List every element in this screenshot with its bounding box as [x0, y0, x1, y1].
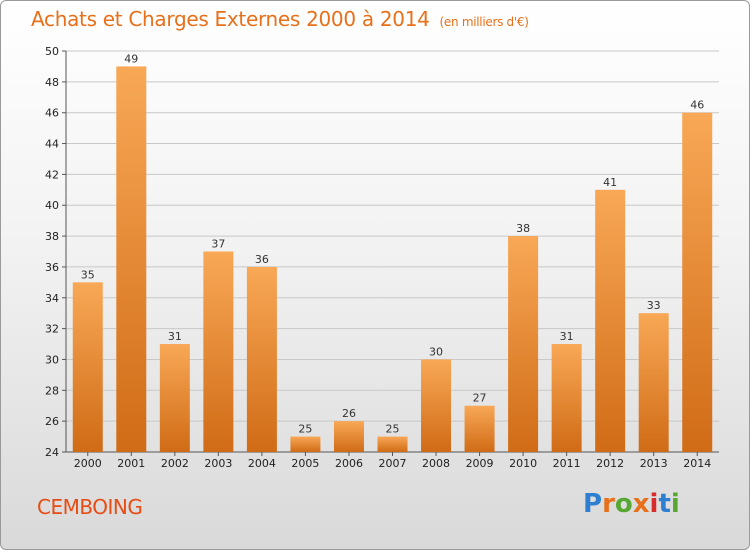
data-label: 37 — [211, 238, 225, 251]
data-label: 27 — [473, 392, 487, 405]
bar-2003 — [203, 251, 234, 452]
data-label: 26 — [342, 407, 356, 420]
y-tick-label: 28 — [45, 384, 59, 397]
data-label: 49 — [124, 52, 138, 65]
x-tick-label: 2014 — [683, 457, 711, 470]
bar-2014 — [682, 112, 713, 452]
logo-letter: r — [602, 489, 615, 519]
chart-title-text: Achats et Charges Externes 2000 à 2014 — [31, 7, 430, 31]
x-tick-label: 2004 — [248, 457, 276, 470]
y-tick-label: 34 — [45, 292, 59, 305]
x-tick-label: 2009 — [466, 457, 494, 470]
x-tick-label: 2000 — [74, 457, 102, 470]
x-tick-label: 2012 — [596, 457, 624, 470]
x-tick-label: 2003 — [204, 457, 232, 470]
bar-2008 — [421, 359, 452, 452]
bar-2002 — [159, 344, 190, 452]
chart-title: Achats et Charges Externes 2000 à 2014 (e… — [31, 7, 529, 31]
data-label: 25 — [298, 423, 312, 436]
data-label: 41 — [603, 176, 617, 189]
x-tick-label: 2008 — [422, 457, 450, 470]
logo-letter: P — [583, 489, 603, 519]
y-tick-label: 26 — [45, 415, 59, 428]
y-tick-label: 44 — [45, 138, 59, 151]
logo-letter: x — [632, 489, 650, 519]
x-tick-label: 2007 — [379, 457, 407, 470]
bar-2001 — [116, 66, 147, 452]
y-tick-label: 38 — [45, 230, 59, 243]
bars — [72, 66, 713, 453]
chart-subtitle: (en milliers d'€) — [439, 15, 529, 29]
labels: 24 26 28 30 32 34 36 38 40 42 44 46 48 50 2000 35 2001 49… — [45, 45, 711, 470]
logo-letter: o — [614, 489, 633, 519]
x-tick-label: 2005 — [291, 457, 319, 470]
y-tick-label: 46 — [45, 107, 59, 120]
bar-2004 — [246, 266, 277, 452]
bar-2011 — [551, 344, 582, 452]
bar-2006 — [333, 421, 364, 452]
x-tick-label: 2011 — [553, 457, 581, 470]
logo-letter: i — [649, 489, 659, 519]
y-tick-label: 30 — [45, 353, 59, 366]
data-label: 31 — [168, 330, 182, 343]
y-tick-label: 24 — [45, 446, 59, 459]
data-label: 36 — [255, 253, 269, 266]
x-tick-label: 2006 — [335, 457, 363, 470]
city-name: CEMBOING — [37, 495, 143, 519]
data-label: 31 — [560, 330, 574, 343]
y-tick-label: 48 — [45, 76, 59, 89]
x-tick-label: 2001 — [117, 457, 145, 470]
data-label: 33 — [647, 299, 661, 312]
x-tick-label: 2010 — [509, 457, 537, 470]
x-tick-label: 2013 — [640, 457, 668, 470]
logo-letter: i — [670, 489, 680, 519]
data-label: 30 — [429, 345, 443, 358]
y-tick-label: 32 — [45, 323, 59, 336]
bar-2012 — [595, 189, 626, 453]
data-label: 35 — [81, 268, 95, 281]
bar-2013 — [638, 313, 669, 452]
bar-2007 — [377, 436, 408, 452]
y-tick-label: 42 — [45, 168, 59, 181]
logo-letter: t — [658, 489, 671, 519]
y-tick-label: 36 — [45, 261, 59, 274]
bar-2005 — [290, 436, 321, 452]
data-label: 46 — [690, 99, 704, 112]
proxiti-logo: Proxiti — [583, 489, 680, 519]
y-tick-label: 40 — [45, 199, 59, 212]
y-tick-label: 50 — [45, 45, 59, 58]
x-tick-label: 2002 — [161, 457, 189, 470]
bar-2000 — [72, 282, 103, 452]
data-label: 38 — [516, 222, 530, 235]
bar-2010 — [508, 236, 539, 452]
data-label: 25 — [386, 423, 400, 436]
bar-2009 — [464, 405, 495, 452]
